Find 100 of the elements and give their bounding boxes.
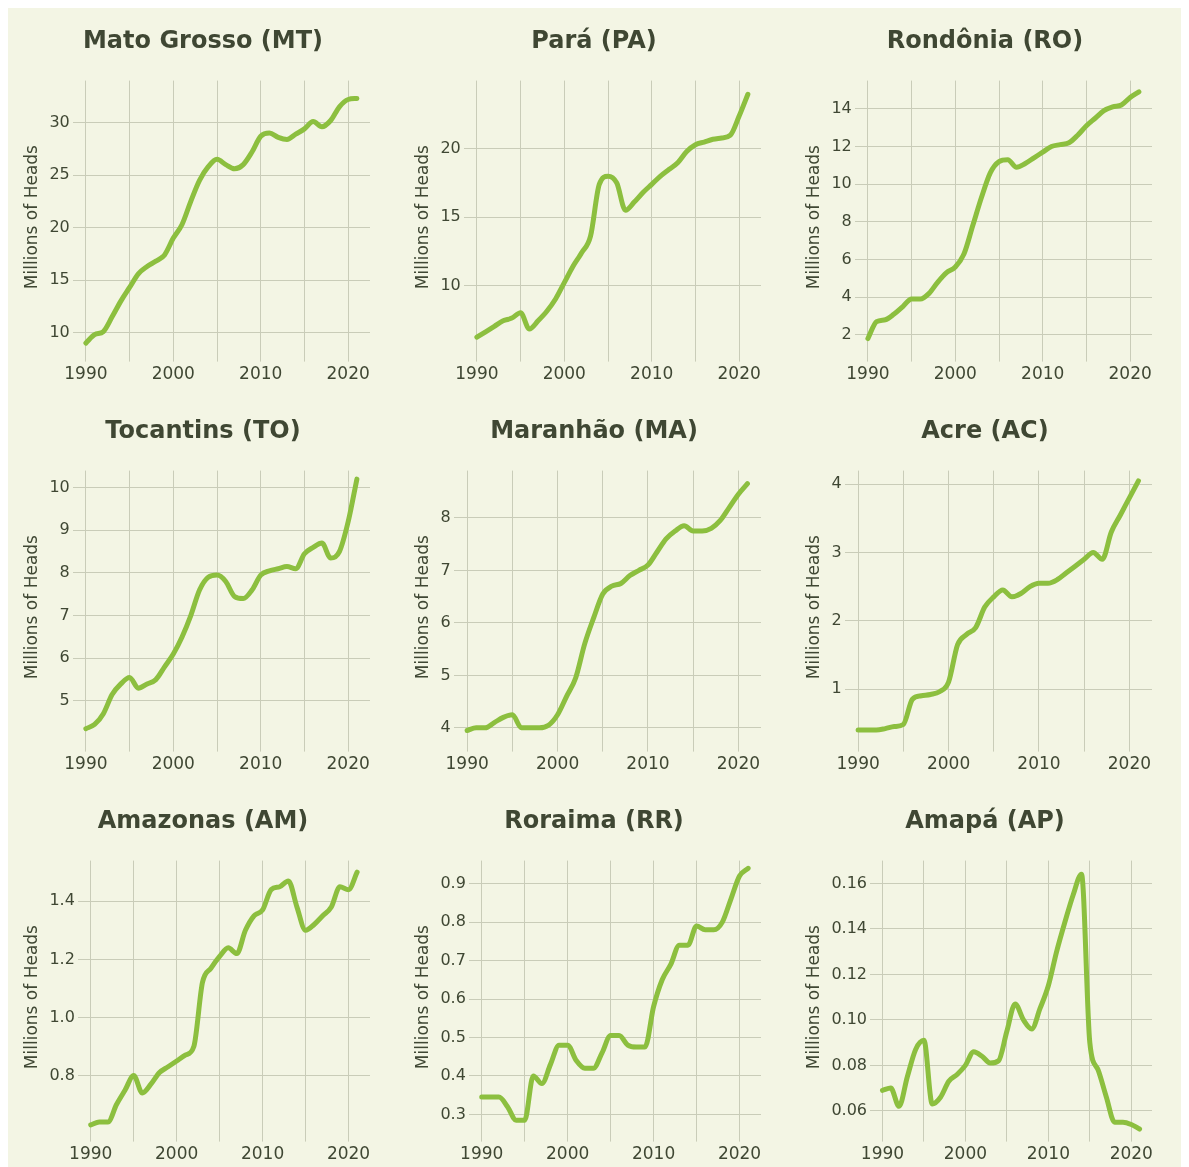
x-tick-label: 2020	[717, 1143, 762, 1164]
y-tick-label: 0.9	[440, 872, 466, 892]
x-tick-label: 2010	[1021, 363, 1065, 384]
x-tick-label: 1990	[846, 363, 890, 384]
y-tick-label: 10	[831, 173, 852, 193]
x-tick-label: 1990	[460, 1143, 504, 1164]
y-tick-label: 14	[831, 98, 852, 117]
y-tick-label: 6	[59, 647, 70, 667]
chart-title: Tocantins (TO)	[105, 415, 301, 446]
x-tick-label: 1990	[69, 1143, 113, 1164]
x-tick-label: 2020	[1107, 753, 1152, 774]
x-tick-label: 2000	[933, 363, 977, 384]
x-tick-label: 2000	[542, 363, 586, 384]
y-axis-title: Millions of Heads	[20, 534, 41, 680]
y-tick-label: 2	[841, 323, 852, 343]
y-tick-label: 0.06	[831, 1100, 868, 1120]
x-tick-label: 2010	[239, 753, 283, 774]
x-tick-label: 2000	[943, 1143, 988, 1164]
y-tick-label: 20	[440, 138, 461, 158]
y-tick-label: 15	[440, 206, 461, 226]
y-tick-label: 1.4	[49, 890, 75, 910]
y-tick-label: 15	[49, 269, 70, 289]
chart-title: Mato Grosso (MT)	[82, 25, 324, 56]
x-tick-label: 1990	[836, 753, 880, 774]
x-tick-label: 2010	[631, 1143, 676, 1164]
x-tick-label: 1990	[860, 1143, 905, 1164]
y-tick-label: 4	[831, 473, 842, 493]
x-tick-label: 2020	[716, 753, 761, 774]
y-tick-label: 10	[49, 321, 70, 341]
x-tick-label: 2010	[630, 363, 674, 384]
y-tick-label: 7	[440, 559, 451, 579]
y-tick-label: 0.16	[831, 872, 868, 892]
y-tick-label: 7	[59, 604, 70, 624]
x-tick-label: 2010	[240, 1143, 285, 1164]
y-tick-label: 2	[831, 609, 842, 629]
x-tick-label: 1990	[64, 363, 108, 384]
chart-title: Amazonas (AM)	[97, 805, 309, 836]
y-axis-title: Millions of Heads	[411, 534, 432, 680]
x-tick-label: 2000	[151, 363, 195, 384]
y-axis-title: Millions of Heads	[802, 144, 823, 290]
y-tick-label: 5	[440, 664, 451, 684]
chart-title: Rondônia (RO)	[886, 25, 1084, 56]
y-tick-label: 0.12	[831, 963, 868, 983]
y-axis-title: Millions of Heads	[802, 534, 823, 680]
x-tick-label: 2020	[326, 753, 370, 774]
x-tick-label: 2020	[326, 363, 370, 384]
y-tick-label: 0.4	[440, 1065, 466, 1085]
y-tick-label: 1.2	[49, 948, 75, 968]
y-tick-label: 10	[49, 476, 70, 496]
y-axis-title: Millions of Heads	[802, 924, 823, 1070]
y-axis-title: Millions of Heads	[411, 924, 432, 1070]
x-tick-label: 1990	[455, 363, 499, 384]
y-axis-title: Millions of Heads	[411, 144, 432, 290]
x-tick-label: 2000	[535, 753, 580, 774]
y-axis-title: Millions of Heads	[20, 924, 41, 1070]
chart-title: Pará (PA)	[531, 25, 657, 56]
x-tick-label: 2000	[155, 1143, 199, 1164]
chart-title: Acre (AC)	[921, 415, 1049, 446]
x-tick-label: 2020	[326, 1143, 371, 1164]
y-tick-label: 0.3	[440, 1103, 466, 1123]
y-tick-label: 0.7	[440, 949, 466, 969]
x-tick-label: 2010	[1017, 753, 1061, 774]
y-tick-label: 0.5	[440, 1026, 466, 1046]
y-tick-label: 0.14	[831, 918, 868, 938]
y-tick-label: 5	[59, 690, 70, 710]
y-tick-label: 0.08	[831, 1054, 868, 1074]
y-tick-label: 6	[841, 248, 852, 268]
y-tick-label: 8	[841, 210, 852, 230]
y-tick-label: 3	[831, 541, 842, 561]
chart-title: Amapá (AP)	[905, 805, 1065, 836]
y-tick-label: 4	[841, 286, 852, 306]
y-tick-label: 10	[440, 274, 461, 294]
y-tick-label: 12	[831, 135, 852, 155]
x-tick-label: 2020	[1108, 363, 1152, 384]
x-tick-label: 2010	[239, 363, 283, 384]
y-tick-label: 8	[59, 562, 70, 582]
x-tick-label: 2000	[151, 753, 195, 774]
x-tick-label: 1990	[445, 753, 489, 774]
chart-title: Maranhão (MA)	[490, 415, 698, 446]
y-axis-title: Millions of Heads	[20, 144, 41, 290]
y-tick-label: 0.6	[440, 988, 466, 1008]
y-tick-label: 0.10	[831, 1009, 868, 1029]
x-tick-label: 2010	[1026, 1143, 1070, 1164]
y-tick-label: 0.8	[49, 1064, 75, 1084]
y-tick-label: 30	[49, 111, 70, 131]
y-tick-label: 1	[831, 678, 842, 698]
y-tick-label: 8	[440, 507, 451, 527]
x-tick-label: 2020	[1109, 1143, 1153, 1164]
y-tick-label: 1.0	[49, 1006, 75, 1026]
y-tick-label: 9	[59, 519, 70, 539]
x-tick-label: 2000	[546, 1143, 590, 1164]
y-tick-label: 20	[49, 216, 70, 236]
y-tick-label: 0.8	[440, 911, 466, 931]
x-tick-label: 1990	[64, 753, 108, 774]
y-tick-label: 25	[49, 164, 70, 184]
y-tick-label: 6	[440, 612, 451, 632]
chart-title: Roraima (RR)	[504, 805, 684, 836]
x-tick-label: 2010	[626, 753, 670, 774]
x-tick-label: 2020	[717, 363, 761, 384]
y-tick-label: 4	[440, 717, 451, 737]
